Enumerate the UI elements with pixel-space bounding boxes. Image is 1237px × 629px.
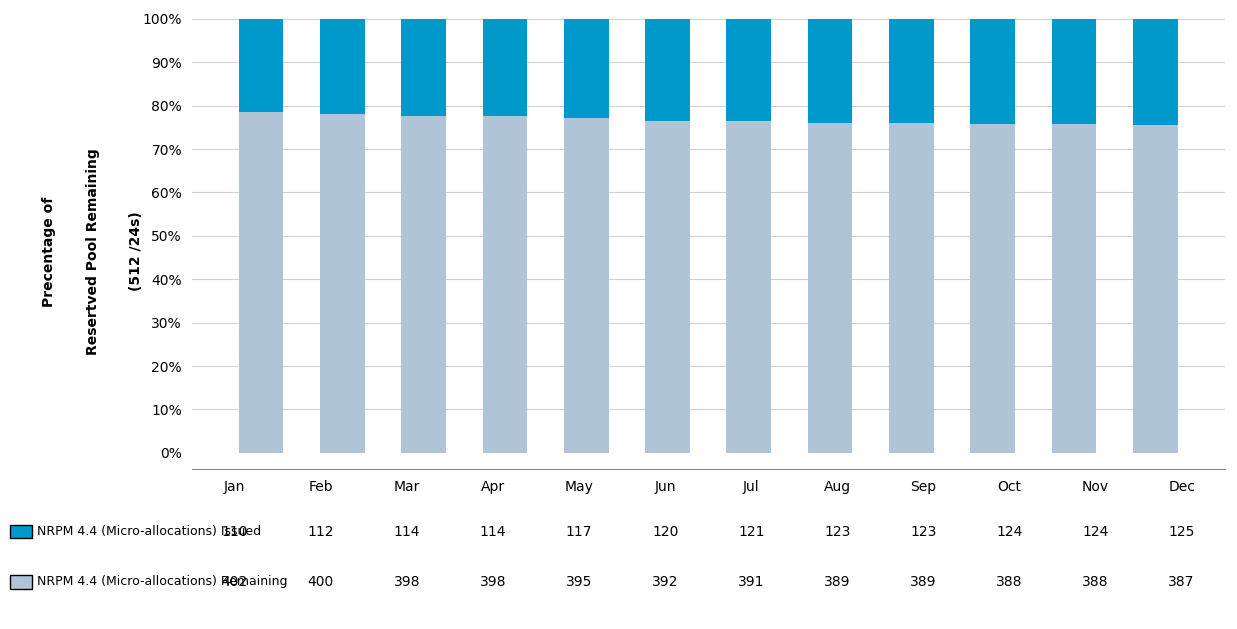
Bar: [646, 121, 690, 453]
Text: Dec: Dec: [1168, 481, 1195, 494]
Text: Jun: Jun: [654, 481, 675, 494]
Text: (512 /24s): (512 /24s): [129, 212, 143, 291]
Text: 114: 114: [393, 525, 421, 538]
Bar: [1051, 19, 1096, 124]
Text: NRPM 4.4 (Micro-allocations) Remaining: NRPM 4.4 (Micro-allocations) Remaining: [37, 576, 288, 588]
Bar: [239, 112, 283, 453]
Text: 398: 398: [480, 575, 506, 589]
Bar: [320, 19, 365, 114]
Bar: [1051, 124, 1096, 453]
Text: May: May: [564, 481, 594, 494]
Text: Sep: Sep: [910, 481, 936, 494]
Text: 117: 117: [565, 525, 593, 538]
Bar: [726, 121, 771, 453]
Text: 120: 120: [652, 525, 678, 538]
Text: Nov: Nov: [1082, 481, 1110, 494]
Bar: [808, 19, 852, 123]
Text: NRPM 4.4 (Micro-allocations) Issued: NRPM 4.4 (Micro-allocations) Issued: [37, 525, 261, 538]
Bar: [482, 116, 527, 453]
Text: Aug: Aug: [824, 481, 851, 494]
Text: 123: 123: [910, 525, 936, 538]
Text: 121: 121: [738, 525, 764, 538]
Bar: [970, 19, 1016, 124]
Bar: [482, 19, 527, 116]
Bar: [239, 19, 283, 112]
Bar: [320, 114, 365, 453]
Bar: [564, 19, 609, 118]
Bar: [564, 118, 609, 453]
Text: Oct: Oct: [997, 481, 1022, 494]
Text: 388: 388: [996, 575, 1023, 589]
Text: Apr: Apr: [481, 481, 505, 494]
Bar: [889, 19, 934, 123]
Text: 389: 389: [824, 575, 851, 589]
Bar: [808, 123, 852, 453]
Text: 400: 400: [308, 575, 334, 589]
Bar: [646, 19, 690, 121]
Text: 389: 389: [910, 575, 936, 589]
Text: 112: 112: [308, 525, 334, 538]
Text: 387: 387: [1169, 575, 1195, 589]
Text: Precentage of: Precentage of: [42, 196, 57, 307]
Bar: [889, 123, 934, 453]
Bar: [401, 116, 447, 453]
Text: 395: 395: [565, 575, 593, 589]
Text: Resertved Pool Remaining: Resertved Pool Remaining: [85, 148, 100, 355]
Text: Jul: Jul: [743, 481, 760, 494]
Bar: [726, 19, 771, 121]
Bar: [1133, 125, 1178, 453]
Text: 391: 391: [738, 575, 764, 589]
Bar: [401, 19, 447, 116]
Text: 114: 114: [480, 525, 506, 538]
Text: 392: 392: [652, 575, 678, 589]
Text: 110: 110: [221, 525, 249, 538]
Text: 124: 124: [996, 525, 1023, 538]
Bar: [970, 124, 1016, 453]
Text: 398: 398: [393, 575, 421, 589]
Text: 125: 125: [1169, 525, 1195, 538]
Text: 402: 402: [221, 575, 247, 589]
Text: 124: 124: [1082, 525, 1108, 538]
Text: 123: 123: [824, 525, 851, 538]
Text: 388: 388: [1082, 575, 1108, 589]
Bar: [1133, 19, 1178, 125]
Text: Mar: Mar: [393, 481, 421, 494]
Text: Jan: Jan: [224, 481, 245, 494]
Text: Feb: Feb: [308, 481, 333, 494]
